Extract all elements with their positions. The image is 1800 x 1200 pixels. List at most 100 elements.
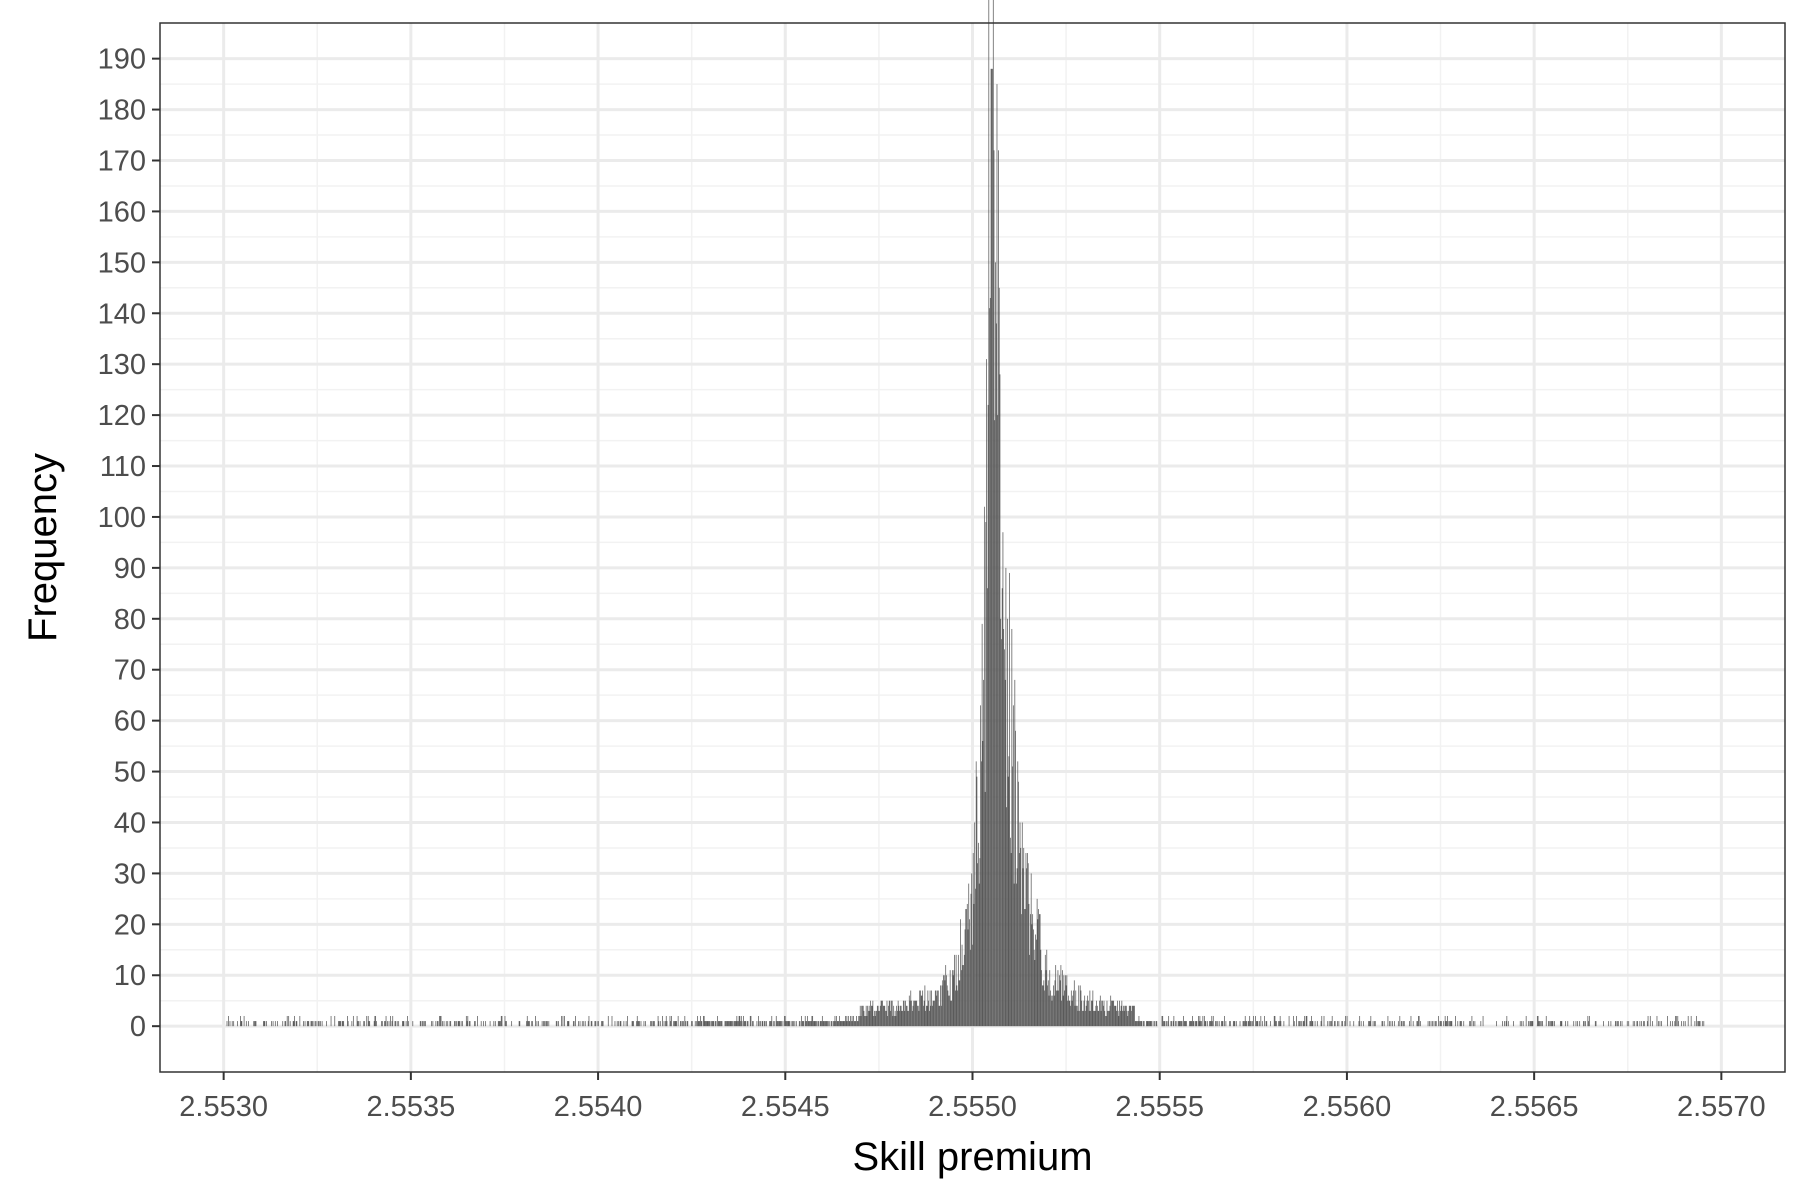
histogram-bar bbox=[1038, 914, 1040, 1027]
histogram-bar bbox=[1678, 1021, 1679, 1027]
histogram-bar bbox=[254, 1021, 256, 1027]
histogram-bar bbox=[909, 1000, 911, 1027]
histogram-bar bbox=[1065, 985, 1067, 1027]
histogram-bar bbox=[1071, 1000, 1073, 1027]
histogram-bar bbox=[946, 975, 947, 1027]
histogram-bar bbox=[310, 1021, 312, 1027]
histogram-bar bbox=[1273, 1015, 1275, 1027]
histogram-bar bbox=[303, 1021, 304, 1027]
histogram-bar bbox=[532, 1021, 533, 1027]
histogram-bar bbox=[952, 970, 953, 1027]
histogram-bar bbox=[640, 1021, 642, 1027]
histogram-bar bbox=[774, 1021, 776, 1027]
histogram-bar bbox=[1323, 1015, 1325, 1027]
histogram-bar bbox=[1034, 959, 1036, 1027]
histogram-bar bbox=[972, 944, 973, 1027]
histogram-bar bbox=[677, 1015, 679, 1027]
histogram-bar bbox=[841, 1021, 843, 1027]
histogram-bar bbox=[913, 1000, 915, 1027]
histogram-bar bbox=[809, 1021, 811, 1027]
histogram-bar bbox=[917, 1005, 918, 1027]
histogram-bar bbox=[666, 1021, 668, 1027]
histogram-bar bbox=[1703, 1021, 1705, 1027]
histogram-bar bbox=[1403, 1021, 1405, 1027]
histogram-bar bbox=[1128, 1005, 1130, 1027]
y-tick-label: 100 bbox=[98, 502, 146, 534]
histogram-bar bbox=[1147, 1021, 1149, 1027]
histogram-bar bbox=[758, 1015, 759, 1027]
histogram-bar bbox=[958, 980, 960, 1027]
histogram-bar bbox=[831, 1021, 833, 1027]
histogram-bar bbox=[1519, 1021, 1521, 1027]
histogram-bar bbox=[940, 985, 941, 1027]
histogram-bar bbox=[1111, 1000, 1113, 1027]
histogram-bar bbox=[988, 0, 990, 1027]
histogram-bar bbox=[730, 1021, 732, 1027]
histogram-bar bbox=[531, 1021, 533, 1027]
histogram-bar bbox=[1072, 995, 1074, 1027]
histogram-bar bbox=[587, 1021, 589, 1027]
histogram-bar bbox=[1200, 1021, 1202, 1027]
histogram-bar bbox=[1293, 1021, 1295, 1027]
histogram-bar bbox=[1242, 1021, 1244, 1027]
histogram-bar bbox=[709, 1021, 711, 1027]
histogram-bar bbox=[1302, 1021, 1304, 1027]
histogram-bar bbox=[844, 1021, 845, 1027]
histogram-bar bbox=[1007, 776, 1009, 1027]
histogram-bar bbox=[818, 1021, 819, 1027]
histogram-bar bbox=[714, 1021, 716, 1027]
histogram-bar bbox=[1382, 1021, 1384, 1027]
histogram-bar bbox=[1552, 1021, 1554, 1027]
histogram-bar bbox=[1149, 1021, 1151, 1027]
histogram-bar bbox=[1045, 970, 1047, 1027]
histogram-bar bbox=[929, 990, 931, 1027]
histogram-bar bbox=[546, 1021, 548, 1027]
y-tick-label: 70 bbox=[114, 655, 146, 687]
histogram-bar bbox=[1018, 781, 1019, 1027]
histogram-bar bbox=[919, 990, 921, 1027]
histogram-bar bbox=[526, 1015, 528, 1027]
histogram-bar bbox=[422, 1021, 423, 1027]
histogram-bar bbox=[1074, 1005, 1076, 1027]
histogram-bar bbox=[1252, 1021, 1254, 1027]
histogram-bar bbox=[536, 1021, 538, 1027]
histogram-bar bbox=[1293, 1015, 1294, 1027]
histogram-bar bbox=[680, 1021, 682, 1027]
histogram-bar bbox=[1209, 1021, 1210, 1027]
histogram-bar bbox=[1195, 1021, 1196, 1027]
histogram-bar bbox=[957, 954, 959, 1027]
histogram-bar bbox=[1461, 1021, 1462, 1027]
histogram-bar bbox=[1363, 1021, 1364, 1027]
histogram-bar bbox=[971, 873, 973, 1027]
histogram-bar bbox=[631, 1021, 633, 1027]
histogram-bar bbox=[1392, 1021, 1393, 1027]
histogram-bar bbox=[975, 888, 976, 1027]
histogram-bar bbox=[706, 1021, 707, 1027]
histogram-bar bbox=[1507, 1021, 1509, 1027]
histogram-bar bbox=[1204, 1021, 1206, 1027]
histogram-bar bbox=[241, 1021, 243, 1027]
histogram-bar bbox=[1107, 1010, 1109, 1027]
histogram-bar bbox=[920, 990, 921, 1027]
histogram-bar bbox=[935, 990, 937, 1027]
histogram-bar bbox=[691, 1021, 693, 1027]
histogram-bar bbox=[946, 985, 948, 1027]
histogram-bar bbox=[737, 1021, 739, 1027]
histogram-bar bbox=[454, 1021, 455, 1027]
histogram-bar bbox=[1026, 868, 1028, 1027]
histogram-bar bbox=[932, 1000, 934, 1027]
histogram-bar bbox=[388, 1021, 390, 1027]
histogram-bar bbox=[1681, 1021, 1682, 1027]
histogram-bar bbox=[1088, 1000, 1089, 1027]
histogram-bar bbox=[1000, 618, 1002, 1027]
histogram-bar bbox=[869, 1010, 871, 1027]
histogram-bar bbox=[1069, 1000, 1071, 1027]
histogram-bar bbox=[867, 1005, 869, 1027]
histogram-bar bbox=[703, 1015, 704, 1027]
histogram-bar bbox=[983, 679, 984, 1027]
histogram-bar bbox=[784, 1015, 786, 1027]
histogram-bar bbox=[1061, 1000, 1063, 1027]
histogram-bar bbox=[1279, 1015, 1281, 1027]
histogram-bar bbox=[1048, 995, 1050, 1027]
histogram-bar bbox=[854, 1021, 856, 1027]
